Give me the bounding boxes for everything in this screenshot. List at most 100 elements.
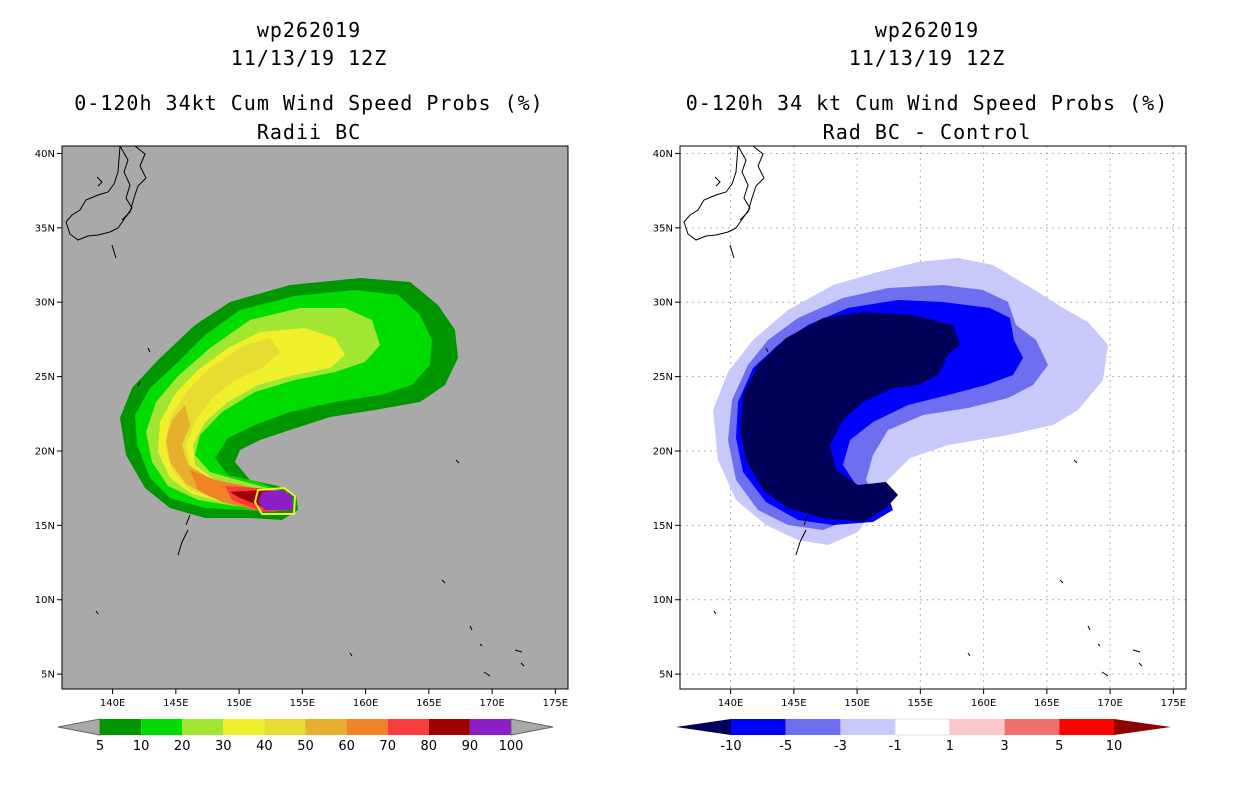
left-colorbar-label: 50 xyxy=(297,739,314,754)
left-track-outline xyxy=(253,486,297,515)
left-lat-tick-label: 30N xyxy=(35,298,55,309)
left-lon-tick-label: 155E xyxy=(290,698,315,709)
left-band-30 xyxy=(158,328,345,506)
left-lat-tick-label: 25N xyxy=(35,372,55,383)
left-colorbar-swatch xyxy=(100,719,142,735)
right-lon-tick-label: 165E xyxy=(1034,698,1059,709)
left-lon-tick-label: 170E xyxy=(479,698,504,709)
left-band-90 xyxy=(258,490,293,510)
left-probability-field xyxy=(120,278,458,520)
left-chart-title: 0-120h 34kt Cum Wind Speed Probs (%) xyxy=(74,91,544,115)
right-colorbar-labels: -10 -5 -3 -1 1 3 5 10 xyxy=(720,739,1122,754)
left-lat-axis: 40N 35N 30N 25N 20N 15N 10N 5N xyxy=(35,149,62,681)
right-chart-subtitle: Rad BC - Control xyxy=(822,120,1032,144)
right-map: 40N 35N 30N 25N 20N 15N 10N 5N 140E 145E 150E 155E… xyxy=(653,145,1187,709)
right-colorbar-under-arrow xyxy=(676,719,731,735)
right-difference-field xyxy=(713,258,1108,545)
right-lon-tick-label: 175E xyxy=(1161,698,1186,709)
left-colorbar-swatch xyxy=(387,719,429,735)
right-colorbar-swatch xyxy=(731,719,786,735)
right-band-minus10 xyxy=(740,312,960,522)
left-colorbar: 5 10 20 30 40 50 60 70 80 90 100 xyxy=(57,718,554,754)
left-colorbar-label: 60 xyxy=(338,739,355,754)
right-lat-tick-label: 40N xyxy=(653,149,673,160)
right-storm-id: wp262019 xyxy=(874,18,980,42)
right-map-frame xyxy=(679,145,1187,690)
right-colorbar-swatch xyxy=(785,719,841,735)
right-lon-tick-label: 140E xyxy=(718,698,743,709)
left-lon-axis: 140E 145E 150E 155E 160E 165E 170E 175E xyxy=(100,689,568,709)
left-colorbar-swatch xyxy=(223,719,265,735)
right-colorbar-label: -1 xyxy=(889,739,902,754)
left-lat-tick-label: 10N xyxy=(35,595,55,606)
left-colorbar-label: 40 xyxy=(256,739,273,754)
left-colorbar-under-arrow xyxy=(57,718,101,736)
right-lat-tick-label: 25N xyxy=(653,372,673,383)
left-lat-tick-label: 5N xyxy=(41,670,55,681)
left-lat-tick-label: 20N xyxy=(35,446,55,457)
left-map-frame xyxy=(61,145,569,690)
left-lat-tick-label: 40N xyxy=(35,149,55,160)
right-lat-tick-label: 30N xyxy=(653,298,673,309)
right-chart-title: 0-120h 34 kt Cum Wind Speed Probs (%) xyxy=(685,91,1169,115)
right-colorbar-label: -10 xyxy=(720,739,741,754)
left-colorbar-label: 100 xyxy=(499,739,524,754)
right-colorbar-label: 3 xyxy=(1000,739,1008,754)
right-lat-tick-label: 15N xyxy=(653,521,673,532)
left-colorbar-labels: 5 10 20 30 40 50 60 70 80 90 100 xyxy=(96,739,524,754)
left-colorbar-boxes xyxy=(57,718,554,736)
left-chart-subtitle: Radii BC xyxy=(256,120,362,144)
right-colorbar-label: -3 xyxy=(834,739,847,754)
right-colorbar-swatch xyxy=(894,718,951,736)
left-lon-tick-label: 160E xyxy=(353,698,378,709)
left-lon-tick-label: 165E xyxy=(416,698,441,709)
right-colorbar: -10 -5 -3 -1 1 3 5 10 xyxy=(676,718,1171,754)
right-colorbar-label: 5 xyxy=(1055,739,1063,754)
left-colorbar-label: 70 xyxy=(379,739,396,754)
left-colorbar-over-arrow xyxy=(510,718,554,736)
left-lon-tick-label: 150E xyxy=(226,698,251,709)
right-lon-tick-label: 160E xyxy=(971,698,996,709)
right-colorbar-label: 1 xyxy=(946,739,954,754)
left-datetime: 11/13/19 12Z xyxy=(230,46,388,70)
left-lon-tick-label: 140E xyxy=(100,698,125,709)
right-lat-tick-label: 10N xyxy=(653,595,673,606)
left-colorbar-label: 10 xyxy=(133,739,150,754)
left-colorbar-swatch xyxy=(141,719,183,735)
right-lon-tick-label: 150E xyxy=(844,698,869,709)
right-lon-tick-label: 155E xyxy=(908,698,933,709)
left-lon-tick-label: 145E xyxy=(163,698,188,709)
left-colorbar-label: 30 xyxy=(215,739,232,754)
left-colorbar-label: 20 xyxy=(174,739,191,754)
right-lon-tick-label: 170E xyxy=(1097,698,1122,709)
left-colorbar-label: 80 xyxy=(421,739,438,754)
left-colorbar-label: 5 xyxy=(96,739,104,754)
right-colorbar-label: 10 xyxy=(1106,739,1123,754)
left-colorbar-swatch xyxy=(182,719,224,735)
right-lat-tick-label: 35N xyxy=(653,223,673,234)
right-coastlines xyxy=(683,146,1143,677)
left-storm-id: wp262019 xyxy=(256,18,362,42)
right-colorbar-swatch xyxy=(1004,719,1060,735)
left-lon-tick-label: 175E xyxy=(543,698,568,709)
right-lat-tick-label: 5N xyxy=(659,670,673,681)
right-colorbar-swatch xyxy=(949,719,1005,735)
right-lon-axis: 140E 145E 150E 155E 160E 165E 170E 175E xyxy=(718,689,1186,709)
left-lat-tick-label: 15N xyxy=(35,521,55,532)
right-panel: wp262019 11/13/19 12Z 0-120h 34 kt Cum W… xyxy=(618,0,1236,800)
left-colorbar-swatch xyxy=(305,719,347,735)
right-lon-tick-label: 145E xyxy=(781,698,806,709)
right-lat-axis: 40N 35N 30N 25N 20N 15N 10N 5N xyxy=(653,149,680,681)
right-datetime: 11/13/19 12Z xyxy=(848,46,1006,70)
left-lat-tick-label: 35N xyxy=(35,223,55,234)
left-map: 40N 35N 30N 25N 20N 15N 10N 5N 140E 145E 150E 155E… xyxy=(35,145,569,709)
right-colorbar-boxes xyxy=(676,718,1171,736)
left-panel: wp262019 11/13/19 12Z 0-120h 34kt Cum Wi… xyxy=(35,18,569,754)
right-colorbar-label: -5 xyxy=(779,739,792,754)
left-colorbar-swatch xyxy=(428,719,470,735)
right-colorbar-swatch xyxy=(1059,719,1114,735)
left-colorbar-swatch xyxy=(469,719,511,735)
left-colorbar-label: 90 xyxy=(462,739,479,754)
left-colorbar-swatch xyxy=(346,719,388,735)
right-lat-tick-label: 20N xyxy=(653,446,673,457)
